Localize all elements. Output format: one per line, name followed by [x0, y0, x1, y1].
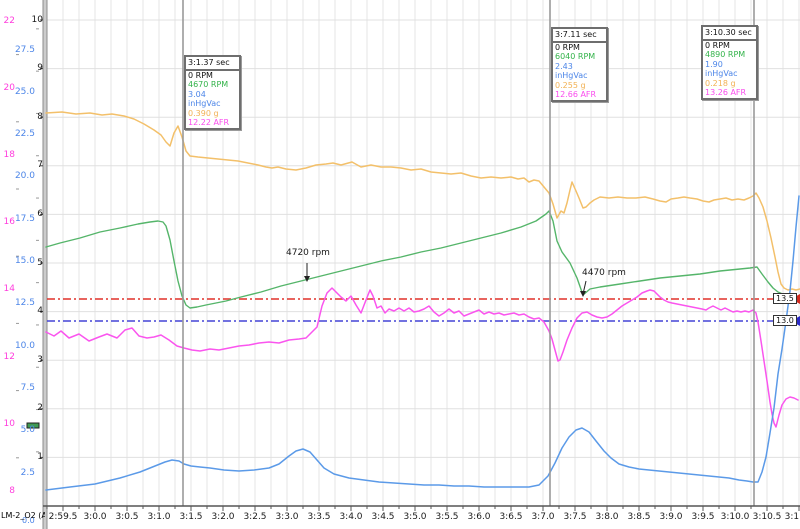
- y-axis-label-afr: 14: [3, 284, 15, 295]
- y-axis-label-afr: 18: [3, 149, 15, 160]
- y-axis-bar: [43, 0, 47, 529]
- x-tick-label: 3:10.5: [752, 512, 782, 522]
- y-axis-label-counts: 8: [37, 111, 43, 122]
- accel-g-trace: [45, 111, 800, 291]
- x-tick-label: 3:5.5: [435, 512, 459, 522]
- cursor-value-row: 0 RPM: [705, 40, 730, 50]
- x-tick-label: 3:7.5: [563, 512, 587, 522]
- annotation-arrowhead: [304, 276, 310, 282]
- cursor-tooltip: 3:10.30 sec 0 RPM 4890 RPM 1.90 inHgVac 0.21…: [701, 25, 758, 100]
- y-axis-label-vacuum: 15.0: [14, 256, 35, 266]
- y-axis-label-vacuum: 27.5: [14, 44, 35, 55]
- x-tick-label: 3:6.5: [499, 512, 523, 522]
- rpm-annotation: 4470 rpm: [582, 268, 626, 278]
- y-axis-label-counts: 4: [37, 306, 43, 317]
- x-tick-label: 3:0.0: [83, 512, 107, 522]
- afr-target-value: 13.5: [773, 293, 797, 304]
- y-axis-label-counts: 9: [37, 63, 43, 74]
- x-tick-label: 3:4.5: [371, 512, 395, 522]
- y-axis-label-vacuum: 5.0: [20, 425, 35, 436]
- cursor-value-row: 0.218 g: [705, 78, 736, 88]
- cursor-value-row: 12.66 AFR: [555, 90, 597, 99]
- y-axis-label-afr: 10: [3, 418, 15, 429]
- x-tick-label: 3:1.0: [147, 512, 171, 522]
- x-tick-label: 3:7.0: [531, 512, 555, 522]
- cursor-value-row: 6040 RPM: [555, 52, 596, 61]
- x-tick-label: 3:4.0: [339, 512, 363, 522]
- cursor-value-row: 0 RPM: [555, 42, 580, 52]
- y-axis-label-vacuum-zero: 0.0: [22, 516, 35, 525]
- y-axis-label-vacuum: 20.0: [14, 171, 35, 182]
- y-axis-label-afr: 16: [3, 217, 15, 228]
- rpm-trace: [45, 210, 800, 309]
- cursor-value-row: 0 RPM: [188, 70, 213, 80]
- y-axis-label-afr: 8: [9, 485, 15, 496]
- cursor-value-row: 13.26 AFR: [705, 88, 747, 97]
- cursor-time-label: 3:7.11 sec: [553, 29, 606, 43]
- y-axis-label-vacuum: 10.0: [14, 340, 35, 351]
- y-axis-label-vacuum: 17.5: [14, 213, 35, 224]
- cursor-value-row: 3.04 inHgVac: [188, 89, 221, 109]
- x-tick-label: 3:3.0: [275, 512, 299, 522]
- cursor-value-row: 1.90 inHgVac: [705, 59, 738, 79]
- cursor-value-row: 4890 RPM: [705, 50, 746, 59]
- x-tick-label: 3:8.5: [627, 512, 651, 522]
- x-tick-label: 3:2.0: [211, 512, 235, 522]
- cursor-value-row: 0.255 g: [555, 80, 586, 90]
- x-tick-label: 3:8.0: [595, 512, 619, 522]
- cursor-value-row: 4670 RPM: [188, 80, 229, 89]
- x-tick-label: 3:9.0: [659, 512, 683, 522]
- cursor-value-row: 12.22 AFR: [188, 118, 230, 127]
- x-tick-label: 3:5.0: [403, 512, 427, 522]
- y-axis-label-counts: 5: [37, 257, 43, 268]
- x-tick-label: 3:0.5: [115, 512, 139, 522]
- x-tick-label: 3:1.5: [179, 512, 203, 522]
- cursor-time-label: 3:1.37 sec: [186, 57, 239, 71]
- y-axis-label-counts: 3: [37, 354, 43, 365]
- afr-trace: [45, 287, 799, 428]
- cursor-tooltip: 3:1.37 sec 0 RPM 4670 RPM 3.04 inHgVac 0.390…: [184, 55, 241, 130]
- y-axis-label-vacuum: 12.5: [14, 298, 35, 309]
- y-axis-label-counts: 7: [37, 160, 43, 171]
- y-axis-label-vacuum: 7.5: [20, 382, 35, 393]
- y-axis-label-counts: 6: [37, 208, 43, 219]
- x-tick-label: 3:11.0: [784, 512, 800, 522]
- cursor-value-row: 0.390 g: [188, 108, 219, 118]
- rpm-axis-indicator: [26, 422, 40, 429]
- y-axis-label-vacuum: 2.5: [20, 467, 35, 478]
- x-tick-label: 3:3.5: [307, 512, 331, 522]
- y-axis-label-afr: 20: [3, 82, 15, 93]
- cursor-tooltip: 3:7.11 sec 0 RPM 6040 RPM 2.43 inHgVac 0.255…: [551, 27, 608, 102]
- x-tick-label: 3:6.0: [467, 512, 491, 522]
- y-axis-label-afr: 22: [3, 15, 15, 26]
- rpm-annotation: 4720 rpm: [286, 248, 330, 258]
- cursor-time-label: 3:10.30 sec: [703, 27, 756, 41]
- vacuum-trace: [45, 195, 800, 491]
- y-axis-label-counts: 1: [37, 451, 43, 462]
- x-tick-label: 2:59.5: [48, 512, 78, 522]
- y-axis-label-afr: 12: [3, 351, 15, 362]
- y-axis-label-counts: 2: [37, 403, 43, 414]
- y-axis-label-vacuum: 25.0: [14, 86, 35, 97]
- y-axis-label-vacuum: 22.5: [14, 129, 35, 140]
- x-tick-label: 3:2.5: [243, 512, 267, 522]
- afr-axis-title: LM-2_O2 (AF: [1, 512, 45, 520]
- afr-target-value: 13.0: [773, 315, 797, 326]
- x-tick-label: 3:10.0: [720, 512, 750, 522]
- x-tick-label: 3:9.5: [691, 512, 715, 522]
- y-axis-label-counts: 10: [31, 14, 43, 25]
- cursor-value-row: 2.43 inHgVac: [555, 61, 588, 81]
- annotation-arrowhead: [580, 291, 586, 297]
